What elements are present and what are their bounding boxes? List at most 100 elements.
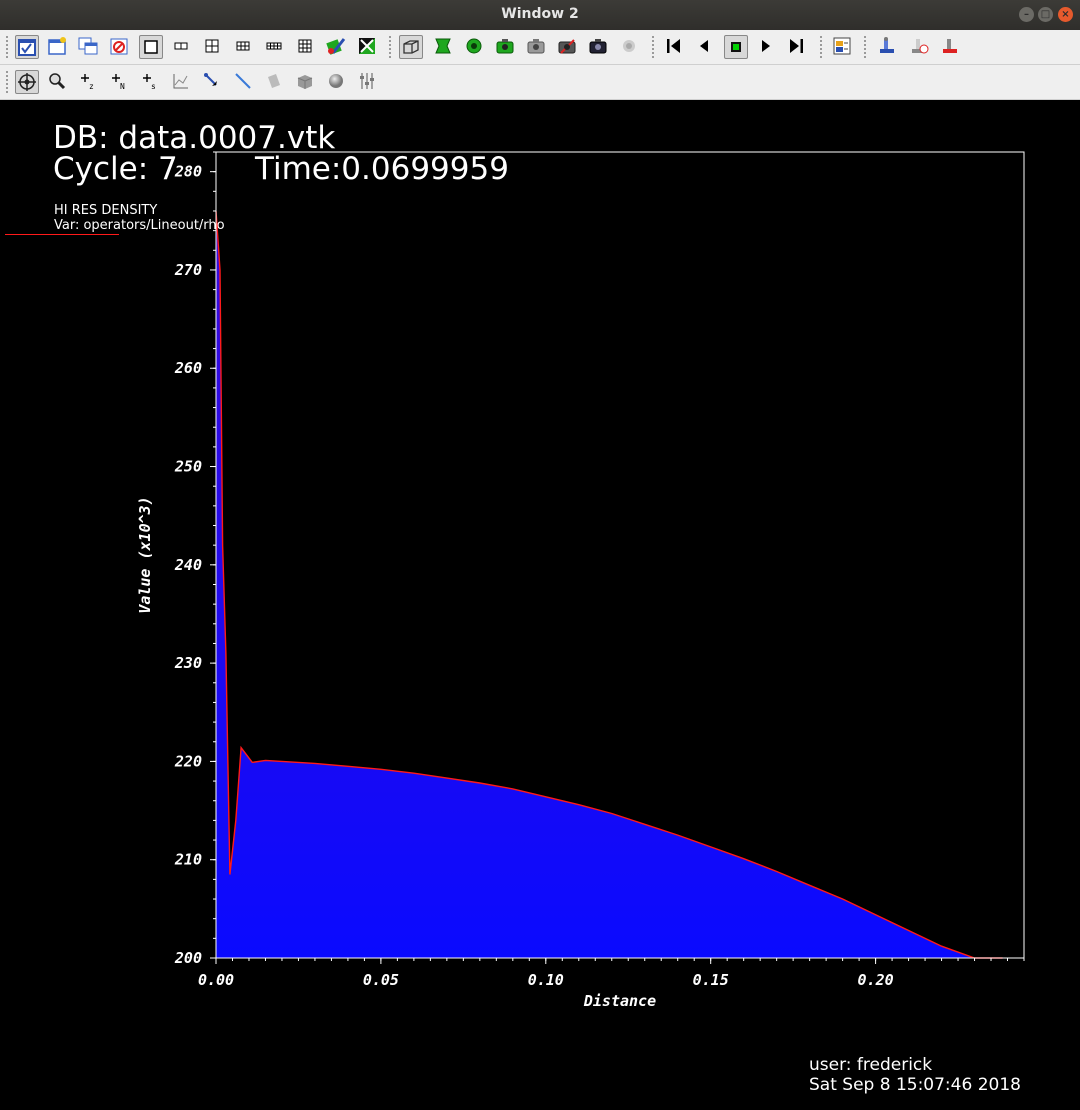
point-tool-button[interactable]: [201, 70, 225, 94]
recenter-view-button[interactable]: [432, 35, 456, 59]
plot-title: HI RES DENSITY: [54, 203, 158, 218]
y-tick-label: 250: [174, 458, 202, 476]
choose-view-button[interactable]: [525, 35, 549, 59]
layout-4x2-icon: [266, 42, 282, 50]
last-frame-button[interactable]: [786, 35, 810, 59]
lock-view-button[interactable]: [556, 35, 580, 59]
clone-window-button[interactable]: [77, 35, 101, 59]
lineout-pick-icon: [943, 39, 957, 53]
query-tool-button[interactable]: [876, 35, 900, 59]
database-label: DB: data.0007.vtk: [53, 120, 336, 156]
layout-1x1-button[interactable]: [139, 35, 163, 59]
toolbar-grip[interactable]: [820, 36, 826, 58]
toolbar-grip[interactable]: [6, 36, 12, 58]
curve-axes-icon: [173, 74, 188, 89]
window-title: Window 2: [501, 6, 579, 22]
close-icon: ×: [1061, 9, 1070, 20]
zoom-mode-button[interactable]: [46, 70, 70, 94]
stop-button[interactable]: [724, 35, 748, 59]
y-tick-label: 230: [174, 654, 202, 672]
plane-tool-button[interactable]: [263, 70, 287, 94]
navigate-mode-button[interactable]: [15, 70, 39, 94]
main-toolbar: [0, 30, 1080, 65]
box-tool-button[interactable]: [294, 70, 318, 94]
save-view-button[interactable]: [494, 35, 518, 59]
layout-2x2-icon: [205, 39, 219, 53]
date-label: Sat Sep 8 15:07:46 2018: [809, 1075, 1021, 1095]
magnifier-icon: [49, 73, 66, 90]
time-label: Time:0.0699959: [255, 151, 509, 187]
green-camera-icon: [466, 38, 482, 54]
skip-forward-icon: [790, 39, 803, 53]
layout-2x2-button[interactable]: [201, 35, 225, 59]
y-tick-label: 220: [174, 752, 202, 770]
green-shape-icon: [435, 38, 451, 54]
stop-icon: [731, 42, 741, 52]
maximize-icon: □: [1040, 9, 1051, 20]
visualization-window[interactable]: DB: data.0007.vtk Cycle: 7 Time:0.069995…: [0, 100, 1080, 1110]
line-icon: [235, 73, 251, 89]
minimize-button[interactable]: –: [1019, 7, 1034, 22]
delete-window-button[interactable]: [108, 35, 132, 59]
sliders-icon: [360, 73, 374, 89]
sphere-tool-button[interactable]: [325, 70, 349, 94]
draw-plots-icon: [326, 38, 346, 55]
new-window-button[interactable]: [46, 35, 70, 59]
camera-lock-icon: [558, 39, 576, 54]
pick-spreadsheet-icon: s: [143, 74, 156, 91]
next-frame-button[interactable]: [755, 35, 779, 59]
pick-zone-icon: z: [81, 74, 94, 91]
time-query-button[interactable]: [908, 35, 932, 59]
lock-time-button[interactable]: [587, 35, 611, 59]
layout-3x3-icon: [298, 39, 312, 53]
play-icon: [762, 40, 770, 52]
cycle-label: Cycle: 7: [53, 151, 178, 187]
clear-plots-button[interactable]: [356, 35, 380, 59]
first-frame-button[interactable]: [662, 35, 686, 59]
layout-4x2-button[interactable]: [263, 35, 287, 59]
toolbar-grip[interactable]: [389, 36, 395, 58]
window-titlebar: Window 2 – □ ×: [0, 0, 1080, 30]
delete-window-icon: [110, 38, 128, 55]
area-fill: [216, 211, 1003, 958]
bounding-box-button[interactable]: [399, 35, 423, 59]
draw-plots-button[interactable]: [325, 35, 349, 59]
plot-area: [215, 210, 1003, 959]
active-window-button[interactable]: [15, 35, 39, 59]
extents-tool-button[interactable]: [356, 70, 380, 94]
lock-tools-button[interactable]: [618, 35, 642, 59]
legend-line-swatch: [5, 234, 119, 235]
layout-3x2-button[interactable]: [232, 35, 256, 59]
line-tool-button[interactable]: [232, 70, 256, 94]
close-button[interactable]: ×: [1058, 7, 1073, 22]
plot-list-button[interactable]: [831, 35, 855, 59]
user-label: user: frederick: [809, 1055, 933, 1075]
compass-icon: [18, 73, 36, 91]
cube-outline-icon: [403, 40, 419, 54]
lineout-tool-button[interactable]: [939, 35, 963, 59]
y-tick-label: 210: [174, 851, 202, 869]
pointer-icon: [204, 73, 217, 86]
layout-3x3-button[interactable]: [294, 35, 318, 59]
toolbar-grip[interactable]: [6, 71, 12, 93]
axes: 0.00 0.05 0.10 0.15 0.20 200 210 220 230 240 250 26…: [174, 151, 1025, 989]
spreadsheet-pick-button[interactable]: s: [139, 70, 163, 94]
pick-node-icon: N: [112, 74, 125, 91]
toolbar-grip[interactable]: [652, 36, 658, 58]
plane-icon: [268, 74, 280, 88]
toolbar-grip[interactable]: [864, 36, 870, 58]
clear-plots-icon: [359, 38, 375, 54]
y-tick-label: 270: [174, 261, 202, 279]
interaction-toolbar: z N s: [0, 65, 1080, 100]
previous-frame-button[interactable]: [693, 35, 717, 59]
checkbox-window-icon: [18, 39, 36, 56]
node-pick-button[interactable]: N: [108, 70, 132, 94]
x-axis-label: Distance: [583, 992, 656, 1010]
zone-pick-button[interactable]: z: [77, 70, 101, 94]
svg-text:N: N: [120, 82, 125, 91]
layout-1x2-button[interactable]: [170, 35, 194, 59]
camera-dark-icon: [589, 39, 607, 54]
curve-pick-button[interactable]: [170, 70, 194, 94]
maximize-button[interactable]: □: [1038, 7, 1053, 22]
undo-view-button[interactable]: [463, 35, 487, 59]
